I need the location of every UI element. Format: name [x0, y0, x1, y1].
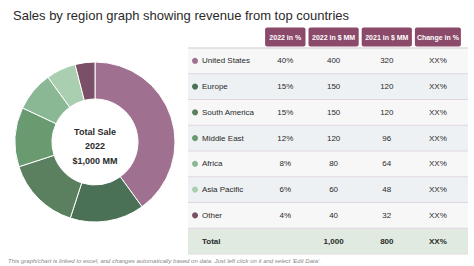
svg-text:40%: 40% — [277, 56, 293, 65]
svg-text:$1,000 MM: $1,000 MM — [72, 156, 117, 166]
svg-text:6%: 6% — [280, 185, 292, 194]
svg-text:XX%: XX% — [429, 211, 447, 220]
svg-text:15%: 15% — [277, 108, 293, 117]
svg-text:60: 60 — [329, 185, 338, 194]
svg-text:48: 48 — [382, 185, 391, 194]
svg-text:South America: South America — [202, 108, 255, 117]
svg-text:800: 800 — [380, 237, 394, 246]
svg-text:4%: 4% — [280, 211, 292, 220]
svg-text:120: 120 — [380, 108, 394, 117]
svg-text:Africa: Africa — [202, 159, 223, 168]
svg-text:40: 40 — [329, 211, 338, 220]
svg-text:This graph/chart is linked to: This graph/chart is linked to excel, and… — [8, 258, 321, 264]
svg-text:32: 32 — [382, 211, 391, 220]
svg-text:2022 in %: 2022 in % — [269, 34, 302, 41]
svg-text:120: 120 — [380, 82, 394, 91]
svg-text:Asia Pacific: Asia Pacific — [202, 185, 243, 194]
svg-text:120: 120 — [327, 134, 341, 143]
svg-text:2021 in $ MM: 2021 in $ MM — [365, 34, 408, 42]
svg-text:Total Sale: Total Sale — [74, 127, 116, 137]
svg-text:Total: Total — [202, 237, 221, 246]
svg-text:2022: 2022 — [85, 141, 105, 151]
svg-text:XX%: XX% — [429, 108, 447, 117]
svg-text:150: 150 — [327, 82, 341, 91]
svg-text:64: 64 — [382, 159, 391, 168]
svg-text:XX%: XX% — [429, 185, 447, 194]
svg-text:Change in %: Change in % — [417, 34, 460, 42]
svg-text:2022 in $ MM: 2022 in $ MM — [312, 34, 355, 42]
svg-text:Other: Other — [202, 211, 222, 220]
svg-text:United States: United States — [202, 56, 250, 65]
svg-text:XX%: XX% — [429, 134, 447, 143]
svg-text:Middle East: Middle East — [202, 134, 245, 143]
svg-text:15%: 15% — [277, 82, 293, 91]
svg-text:320: 320 — [380, 56, 394, 65]
svg-text:8%: 8% — [280, 159, 292, 168]
svg-text:150: 150 — [327, 108, 341, 117]
svg-text:XX%: XX% — [429, 237, 447, 246]
svg-text:Sales by region graph showing: Sales by region graph showing revenue fr… — [13, 8, 350, 23]
svg-text:1,000: 1,000 — [324, 237, 345, 246]
svg-text:96: 96 — [382, 134, 391, 143]
svg-text:400: 400 — [327, 56, 341, 65]
svg-text:80: 80 — [329, 159, 338, 168]
svg-text:12%: 12% — [277, 134, 293, 143]
svg-text:XX%: XX% — [429, 56, 447, 65]
svg-text:Europe: Europe — [202, 82, 228, 91]
svg-text:XX%: XX% — [429, 159, 447, 168]
svg-text:XX%: XX% — [429, 82, 447, 91]
